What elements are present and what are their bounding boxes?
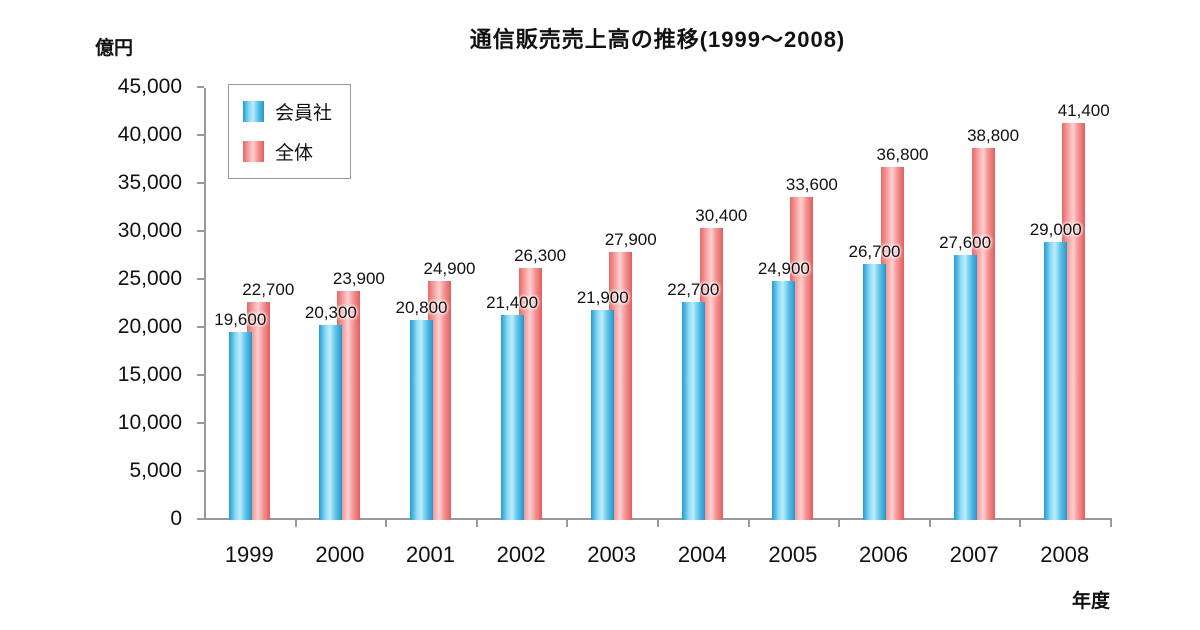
value-label-total: 27,900: [604, 230, 657, 250]
value-label-total: 22,700: [242, 280, 295, 300]
y-axis-tick: [197, 134, 204, 136]
value-label-member: 20,300: [304, 303, 357, 323]
x-axis-tick: [385, 520, 388, 527]
value-label-total: 30,400: [695, 206, 748, 226]
value-label-total: 38,800: [967, 125, 1020, 145]
legend-swatch-total: [243, 141, 264, 162]
value-label-member: 21,900: [576, 287, 629, 307]
y-axis-tick: [197, 326, 204, 328]
x-axis-tick: [294, 520, 297, 527]
y-tick-label: 0: [170, 507, 182, 530]
value-label-member: 26,700: [848, 241, 901, 261]
value-label-member: 20,800: [395, 298, 448, 318]
bar-member: [228, 331, 252, 520]
bar-member: [863, 263, 886, 520]
y-axis-tick: [197, 470, 204, 472]
y-tick-label: 15,000: [117, 363, 182, 386]
bar-member: [681, 302, 705, 520]
legend-item-total: 全体: [243, 138, 332, 165]
bar-member: [953, 255, 977, 520]
bar-total: [609, 252, 633, 520]
value-label-total: 24,900: [423, 258, 476, 278]
x-axis-tick: [1110, 520, 1112, 527]
value-label-member: 24,900: [757, 258, 810, 278]
value-label-member: 29,000: [1029, 219, 1082, 239]
bar-member: [772, 280, 796, 520]
legend-label-member: 会員社: [275, 103, 333, 124]
x-tick-label: 2001: [406, 542, 455, 567]
bar-total: [518, 267, 542, 520]
bar-total: [337, 290, 361, 520]
legend-label-total: 全体: [275, 143, 314, 164]
bar-total: [699, 228, 723, 520]
bar-member: [500, 314, 524, 520]
y-tick-label: 10,000: [117, 411, 182, 434]
x-tick-label: 2003: [587, 542, 637, 567]
y-tick-label: 35,000: [117, 171, 182, 194]
x-tick-label: 2007: [949, 542, 999, 567]
x-axis-tick: [928, 520, 931, 527]
value-label-total: 26,300: [514, 245, 567, 265]
value-label-member: 21,400: [486, 292, 539, 312]
x-tick-label: 1999: [224, 542, 274, 567]
legend: 会員社 全体: [228, 84, 352, 179]
value-label-member: 27,600: [939, 233, 992, 253]
bar-total: [246, 302, 270, 520]
y-axis-tick: [197, 86, 204, 88]
legend-swatch-member: [243, 101, 264, 122]
value-label-total: 41,400: [1057, 100, 1110, 120]
y-axis-tick: [197, 518, 204, 520]
y-axis-tick: [197, 182, 204, 184]
chart-title: 通信販売売上高の推移(1999〜2008): [469, 27, 846, 52]
bar-member: [1044, 241, 1068, 520]
bar-member: [410, 320, 433, 520]
value-label-member: 19,600: [214, 309, 267, 329]
x-axis-tick: [838, 520, 841, 527]
y-axis-tick: [197, 278, 204, 280]
bar-member: [319, 325, 343, 520]
y-axis-tick: [197, 230, 204, 232]
value-label-member: 22,700: [667, 280, 720, 300]
bar-member: [591, 309, 615, 520]
bar-total: [881, 166, 904, 520]
x-tick-label: 2000: [315, 542, 365, 567]
y-axis-tick: [197, 374, 204, 376]
x-axis-line: [204, 518, 1112, 520]
x-tick-label: 2006: [859, 542, 908, 567]
y-tick-label: 20,000: [117, 315, 182, 338]
bar-total: [428, 280, 451, 520]
x-tick-label: 2008: [1040, 542, 1090, 567]
x-axis-tick: [475, 520, 478, 527]
y-axis-unit-label: 億円: [95, 38, 134, 59]
x-axis-tick: [657, 520, 659, 527]
y-axis-tick: [197, 422, 204, 424]
bar-total: [1062, 122, 1086, 520]
x-axis-tick: [566, 520, 569, 527]
x-tick-label: 2002: [496, 542, 546, 567]
y-tick-label: 5,000: [129, 459, 182, 482]
bar-total: [790, 197, 814, 520]
value-label-total: 36,800: [876, 144, 929, 164]
bar-total: [971, 147, 995, 520]
y-tick-label: 25,000: [117, 267, 182, 290]
x-axis-tick: [1019, 520, 1022, 527]
x-axis-title: 年度: [1072, 591, 1111, 612]
x-axis-tick: [747, 520, 750, 527]
x-tick-label: 2004: [677, 542, 727, 567]
value-label-total: 33,600: [785, 175, 838, 195]
y-tick-label: 45,000: [117, 75, 182, 98]
y-tick-label: 30,000: [117, 219, 182, 242]
y-axis-line: [204, 88, 206, 520]
x-tick-label: 2005: [768, 542, 818, 567]
value-label-total: 23,900: [332, 268, 385, 288]
legend-item-member: 会員社: [243, 98, 332, 125]
y-tick-label: 40,000: [117, 123, 182, 146]
